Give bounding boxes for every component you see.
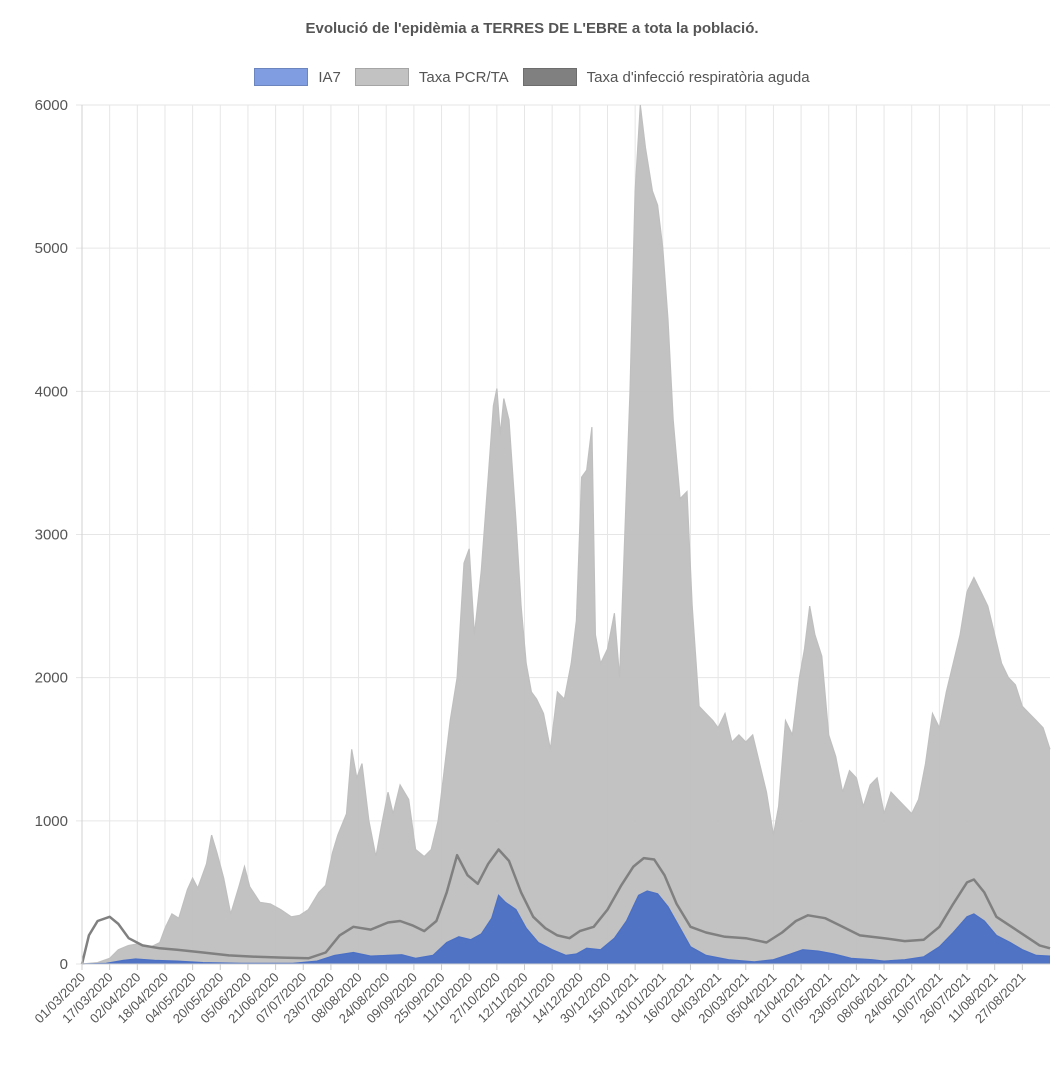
series-outline-ia7 bbox=[81, 890, 1051, 965]
legend-label-taxa-pcr: Taxa PCR/TA bbox=[418, 68, 509, 86]
legend-swatch-taxa-ira bbox=[522, 68, 577, 86]
series-area-taxa-pcr-ta[interactable] bbox=[82, 105, 1050, 964]
y-tick-label: 6000 bbox=[35, 97, 68, 114]
series-area-ia7[interactable] bbox=[82, 891, 1050, 964]
chart-title: Evolució de l'epidèmia a TERRES DE L'EBR… bbox=[305, 20, 759, 37]
legend-item-ia7[interactable]: IA7 bbox=[254, 68, 341, 86]
legend-swatch-taxa-pcr bbox=[354, 68, 409, 86]
legend-label-taxa-ira: Taxa d'infecció respiratòria aguda bbox=[586, 68, 810, 86]
legend-label-ia7: IA7 bbox=[318, 68, 341, 86]
y-tick-label: 5000 bbox=[35, 240, 68, 257]
y-tick-label: 3000 bbox=[35, 527, 68, 544]
y-tick-label: 4000 bbox=[35, 383, 68, 400]
series-outline-taxa-pcr-ta bbox=[81, 104, 1051, 965]
y-tick-label: 2000 bbox=[35, 670, 68, 687]
y-tick-label: 0 bbox=[60, 956, 68, 973]
chart-legend: IA7 Taxa PCR/TA Taxa d'infecció respirat… bbox=[0, 68, 1064, 86]
legend-swatch-ia7 bbox=[254, 68, 309, 86]
legend-item-taxa-ira[interactable]: Taxa d'infecció respiratòria aguda bbox=[522, 68, 810, 86]
y-tick-label: 1000 bbox=[35, 813, 68, 830]
series-line-taxa-d-infecci-respirat-ria-aguda[interactable] bbox=[80, 848, 1051, 965]
legend-item-taxa-pcr[interactable]: Taxa PCR/TA bbox=[354, 68, 509, 86]
